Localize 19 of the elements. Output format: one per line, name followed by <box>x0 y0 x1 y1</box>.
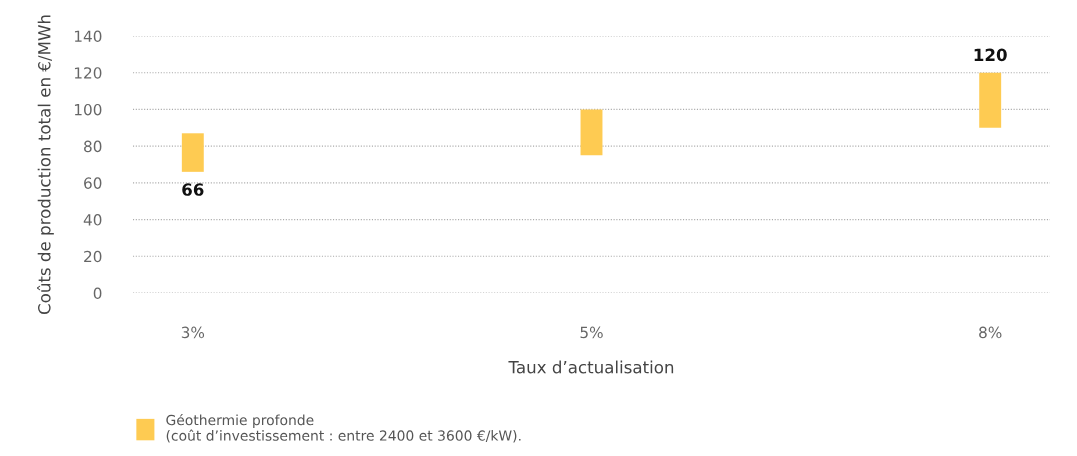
x-tick-label: 5% <box>580 326 603 339</box>
y-tick-label: 0 <box>93 287 102 300</box>
y-tick-label: 80 <box>84 140 102 153</box>
bar <box>580 109 603 156</box>
y-tick-label: 120 <box>74 67 102 79</box>
bar <box>181 133 204 172</box>
y-tick-label: 40 <box>83 214 102 226</box>
y-tick-label: 20 <box>84 250 102 263</box>
y-axis-title: Coûts de production total en €/MWh <box>37 15 54 315</box>
annotation: 66 <box>182 183 204 196</box>
bar <box>979 72 1002 128</box>
y-tick-label: 60 <box>84 177 102 189</box>
x-tick-label: 8% <box>979 326 1002 339</box>
y-tick-label: 140 <box>74 30 102 43</box>
annotation: 120 <box>974 48 1007 62</box>
y-tick-label: 100 <box>74 103 102 116</box>
x-tick-label: 3% <box>181 326 205 339</box>
legend-label: Géothermie profonde (coût d’investissement : entre 2400 et 3600 €/kW). <box>166 413 521 443</box>
x-axis-title: Taux d’actualisation <box>508 360 674 374</box>
